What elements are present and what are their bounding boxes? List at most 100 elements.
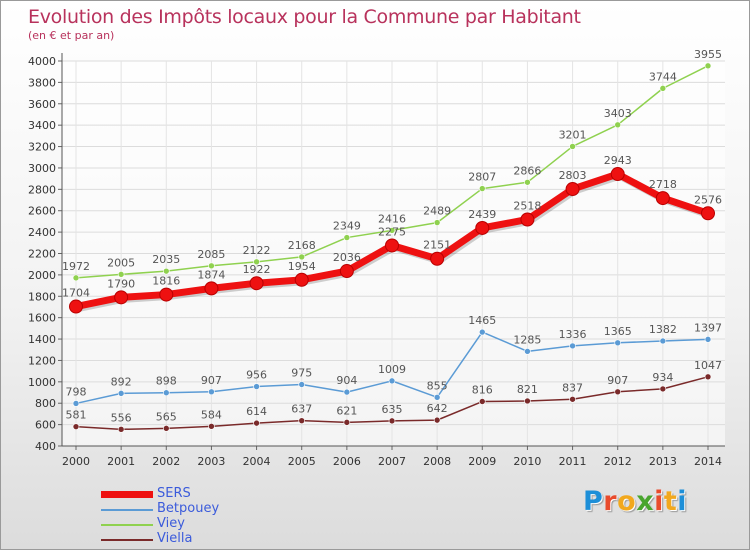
data-label-viella: 556: [111, 411, 132, 424]
data-point-sers: [430, 251, 445, 266]
x-tick-label: 2010: [513, 455, 541, 468]
x-tick-label: 2005: [288, 455, 316, 468]
data-label-viella: 565: [156, 410, 177, 423]
data-label-sers: 2518: [513, 199, 541, 212]
data-point-viey: [704, 62, 712, 70]
data-point-betpouey: [524, 348, 531, 355]
data-point-viella: [72, 423, 80, 430]
y-tick-label: 1400: [28, 333, 56, 346]
data-point-viella: [117, 426, 125, 433]
data-point-viella: [478, 398, 486, 405]
data-point-betpouey: [433, 394, 441, 401]
x-tick-label: 2014: [694, 455, 722, 468]
data-label-betpouey: 904: [336, 374, 357, 387]
chart-subtitle: (en € et par an): [28, 29, 115, 42]
y-tick-label: 1000: [28, 376, 56, 389]
data-label-viey: 2416: [378, 212, 406, 225]
data-label-viella: 907: [607, 374, 628, 387]
data-label-betpouey: 1397: [694, 321, 722, 334]
data-point-viey: [569, 143, 576, 150]
x-tick-label: 2007: [378, 455, 406, 468]
legend-item: Viey: [101, 516, 261, 532]
legend-swatch: [101, 509, 153, 511]
data-point-viey: [614, 121, 622, 129]
y-tick-label: 3000: [28, 162, 56, 175]
data-label-betpouey: 956: [246, 369, 267, 382]
data-label-betpouey: 1465: [468, 314, 496, 327]
data-label-sers: 1816: [152, 275, 180, 288]
data-label-betpouey: 1285: [513, 333, 541, 346]
legend-item: Viella: [101, 531, 261, 547]
legend: SERS Betpouey Viey Viella: [101, 486, 261, 547]
x-tick-label: 2013: [649, 455, 677, 468]
data-point-viella: [208, 423, 215, 430]
data-label-viey: 2168: [288, 239, 316, 252]
y-tick-label: 2200: [28, 248, 56, 261]
x-tick-label: 2006: [333, 455, 361, 468]
y-tick-label: 2800: [28, 183, 56, 196]
logo-letter: i: [677, 486, 688, 517]
data-point-viella: [659, 385, 667, 393]
data-point-viella: [614, 388, 622, 396]
data-point-sers: [339, 264, 354, 279]
x-tick-label: 2011: [559, 455, 587, 468]
data-label-sers: 2439: [468, 208, 496, 221]
x-tick-label: 2002: [152, 455, 180, 468]
data-point-viey: [433, 219, 441, 226]
legend-label: Viey: [157, 516, 185, 531]
data-label-viella: 621: [336, 404, 357, 417]
data-label-betpouey: 1336: [559, 328, 587, 341]
data-point-betpouey: [117, 390, 125, 397]
data-point-viella: [433, 416, 441, 424]
data-label-sers: 2275: [378, 225, 406, 238]
data-point-viey: [208, 262, 215, 270]
data-point-sers: [204, 281, 219, 296]
data-label-sers: 1874: [197, 268, 225, 281]
logo-letter: o: [617, 486, 637, 517]
data-point-sers: [159, 287, 174, 302]
data-point-sers: [69, 299, 83, 314]
data-point-viella: [298, 417, 306, 424]
y-tick-label: 2600: [28, 205, 56, 218]
y-tick-label: 600: [35, 419, 56, 432]
data-label-viella: 581: [66, 409, 87, 422]
data-label-sers: 2576: [694, 193, 722, 206]
data-point-betpouey: [659, 337, 667, 345]
data-label-viella: 637: [291, 403, 312, 416]
data-label-viey: 2349: [333, 220, 361, 233]
data-point-betpouey: [704, 336, 712, 343]
y-tick-label: 3800: [28, 76, 56, 89]
data-label-viella: 821: [517, 383, 538, 396]
y-tick-label: 1200: [28, 354, 56, 367]
legend-label: Viella: [157, 531, 193, 546]
data-point-viey: [72, 274, 80, 282]
x-tick-label: 2009: [468, 455, 496, 468]
legend-swatch: [101, 539, 153, 541]
data-label-betpouey: 1382: [649, 323, 677, 336]
data-label-sers: 1922: [243, 263, 271, 276]
y-tick-label: 1800: [28, 290, 56, 303]
data-label-viey: 3403: [604, 107, 632, 120]
data-label-viella: 635: [382, 403, 403, 416]
data-label-viella: 934: [652, 371, 673, 384]
data-point-viella: [388, 417, 396, 425]
x-tick-label: 2008: [423, 455, 451, 468]
y-tick-label: 400: [35, 440, 56, 453]
data-point-viella: [253, 419, 260, 427]
data-label-viella: 837: [562, 381, 583, 394]
y-tick-label: 2000: [28, 269, 56, 282]
data-point-betpouey: [478, 328, 486, 336]
data-label-viey: 2085: [197, 248, 225, 261]
legend-swatch: [101, 524, 153, 526]
data-point-betpouey: [298, 381, 306, 388]
x-tick-label: 2012: [604, 455, 632, 468]
y-tick-label: 1600: [28, 312, 56, 325]
data-point-sers: [114, 290, 129, 305]
data-label-viella: 584: [201, 408, 222, 421]
data-label-viella: 816: [472, 384, 493, 397]
data-label-viey: 3744: [649, 70, 677, 83]
data-label-viey: 1972: [62, 260, 90, 273]
data-label-viella: 614: [246, 405, 267, 418]
logo-letter: x: [636, 486, 655, 517]
data-point-betpouey: [208, 388, 215, 396]
